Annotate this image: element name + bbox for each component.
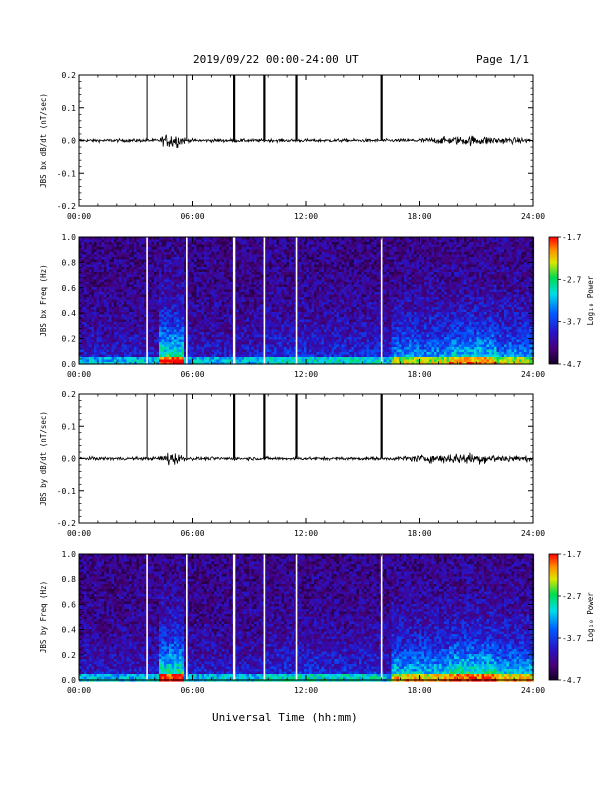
y-tick-label: 1.0 [62,550,77,559]
x-tick-label: 12:00 [294,370,318,379]
y-tick-label: 0.0 [62,676,77,685]
x-tick-label: 00:00 [67,212,91,221]
y-tick-label: 0.1 [62,422,77,431]
y-tick-label: 0.0 [62,455,77,464]
colorbar-tick-label: -4.7 [562,676,581,685]
x-tick-label: 12:00 [294,686,318,695]
y-tick-label: 0.8 [62,575,77,584]
x-tick-label: 24:00 [521,370,545,379]
y-tick-label: 0.2 [62,651,77,660]
y-tick-label: 0.2 [62,71,77,80]
y-tick-label: 0.0 [62,360,77,369]
x-tick-label: 06:00 [180,212,204,221]
x-tick-label: 18:00 [407,529,431,538]
colorbar-label: Log₁₀ Power [586,592,595,642]
y-axis-label: JBS bx Freq (Hz) [39,264,48,336]
signal-trace [78,134,534,149]
x-tick-label: 00:00 [67,529,91,538]
x-tick-label: 12:00 [294,212,318,221]
colorbar-tick-label: -2.7 [562,275,581,284]
colorbar-tick-label: -4.7 [562,360,581,369]
y-tick-label: 0.2 [62,390,77,399]
x-tick-label: 12:00 [294,529,318,538]
y-tick-label: 0.2 [62,335,77,344]
x-tick-label: 24:00 [521,686,545,695]
y-axis-label: JBS by Freq (Hz) [39,581,48,653]
y-tick-label: -0.1 [57,487,76,496]
y-tick-label: -0.2 [57,519,76,528]
y-tick-label: 0.1 [62,104,77,113]
x-axis-title: Universal Time (hh:mm) [212,711,358,724]
colorbar [548,236,559,365]
x-tick-label: 00:00 [67,370,91,379]
y-tick-label: 0.4 [62,309,77,318]
y-tick-label: 0.6 [62,600,77,609]
y-tick-label: -0.1 [57,169,76,178]
y-tick-label: 1.0 [62,233,77,242]
colorbar-label: Log₁₀ Power [586,275,595,325]
colorbar-tick-label: -2.7 [562,592,581,601]
x-tick-label: 00:00 [67,686,91,695]
spectrogram-cells [79,237,535,365]
plot-title: 2019/09/22 00:00-24:00 UT [193,53,359,66]
x-tick-label: 24:00 [521,212,545,221]
y-tick-label: 0.4 [62,626,77,635]
y-tick-label: 0.6 [62,284,77,293]
x-tick-label: 18:00 [407,686,431,695]
x-tick-label: 06:00 [180,529,204,538]
x-tick-label: 18:00 [407,212,431,221]
y-tick-label: 0.8 [62,258,77,267]
colorbar-tick-label: -3.7 [562,634,581,643]
y-tick-label: -0.2 [57,202,76,211]
colorbar [548,553,559,681]
x-tick-label: 06:00 [180,370,204,379]
spectrogram-cells [79,554,535,682]
y-tick-label: 0.0 [62,137,77,146]
y-axis-label: JBS by dB/dt (nT/sec) [39,411,48,506]
signal-trace [78,452,534,466]
x-tick-label: 24:00 [521,529,545,538]
x-tick-label: 18:00 [407,370,431,379]
colorbar-tick-label: -3.7 [562,318,581,327]
colorbar-tick-label: -1.7 [562,233,581,242]
page-indicator: Page 1/1 [476,53,529,66]
x-tick-label: 06:00 [180,686,204,695]
colorbar-tick-label: -1.7 [562,550,581,559]
y-axis-label: JBS bx dB/dt (nT/sec) [39,93,48,188]
